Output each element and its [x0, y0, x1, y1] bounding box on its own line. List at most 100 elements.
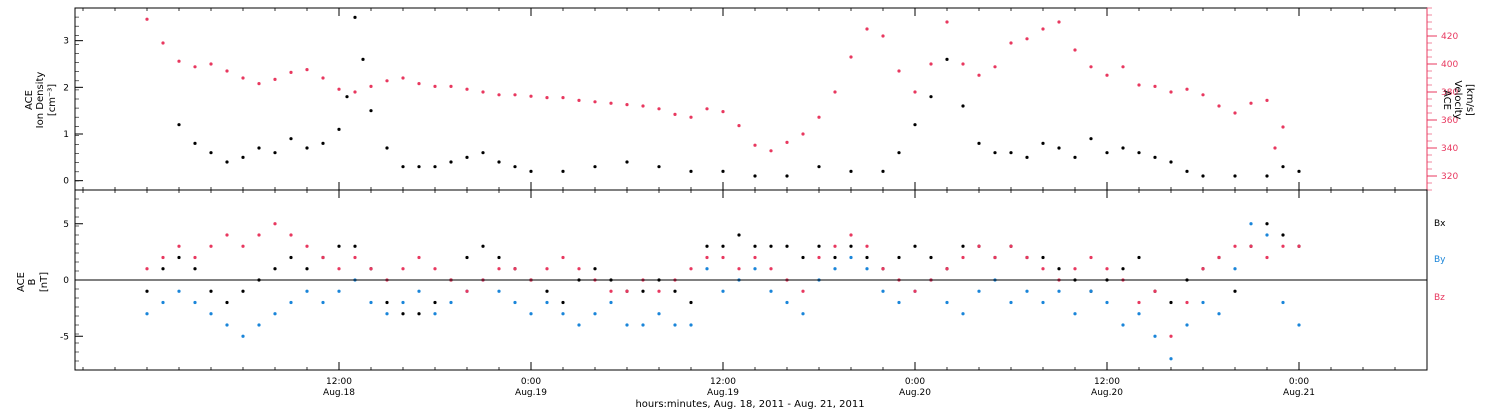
bz-point: [273, 222, 277, 226]
black-point: [1281, 165, 1285, 169]
bz-point: [177, 244, 181, 248]
bz-point: [1265, 255, 1269, 260]
bz-point: [657, 289, 661, 293]
black-point: [1105, 151, 1109, 155]
by-point: [865, 267, 869, 271]
bz-point: [289, 233, 293, 237]
by-point: [1041, 300, 1045, 305]
by-point: [1121, 323, 1125, 327]
black-point: [529, 169, 533, 173]
top-right-ylabel-line2: Velocity: [1452, 80, 1463, 119]
bz-point: [1281, 244, 1285, 248]
bx-point: [1169, 300, 1173, 305]
bx-point: [337, 244, 341, 248]
black-point: [1265, 174, 1269, 178]
bx-point: [385, 300, 389, 305]
black-point: [273, 151, 277, 155]
bz-point: [1025, 255, 1029, 260]
bx-point: [561, 300, 565, 305]
pink-point: [849, 55, 853, 59]
by-point: [545, 300, 549, 305]
bz-point: [1233, 244, 1237, 248]
bz-point: [401, 267, 405, 271]
by-point: [1185, 323, 1189, 327]
by-point: [625, 323, 629, 327]
black-point: [849, 169, 853, 173]
x-tick-date-label: Aug.20: [899, 388, 931, 398]
bx-point: [801, 255, 805, 260]
black-point: [385, 146, 389, 150]
pink-point: [1281, 125, 1285, 129]
pink-point: [273, 77, 277, 81]
black-point: [593, 165, 597, 169]
y-left-tick-label: 5: [63, 220, 69, 230]
black-point: [1233, 174, 1237, 178]
pink-point: [1265, 98, 1269, 102]
bx-point: [177, 255, 181, 260]
pink-point: [177, 59, 181, 63]
bx-point: [401, 312, 405, 316]
pink-point: [673, 112, 677, 116]
bz-point: [705, 255, 709, 260]
bx-point: [481, 244, 485, 248]
bx-point: [305, 267, 309, 271]
black-point: [881, 169, 885, 173]
bz-point: [881, 267, 885, 271]
pink-point: [1233, 111, 1237, 115]
bz-point: [305, 244, 309, 248]
pink-point: [305, 68, 309, 72]
bz-point: [561, 255, 565, 260]
bx-point: [1233, 289, 1237, 293]
bx-point: [225, 300, 229, 305]
by-point: [849, 255, 853, 260]
x-tick-date-label: Aug.19: [515, 388, 547, 398]
by-point: [1089, 289, 1093, 293]
pink-point: [433, 84, 437, 88]
black-point: [1201, 174, 1205, 178]
pink-point: [1217, 104, 1221, 108]
bx-point: [289, 255, 293, 260]
by-point: [945, 300, 949, 305]
bz-point: [145, 267, 149, 271]
by-point: [1201, 300, 1205, 305]
by-point: [1137, 312, 1141, 316]
bz-point: [417, 255, 421, 260]
black-point: [689, 169, 693, 173]
black-point: [193, 141, 197, 145]
black-point: [945, 57, 949, 61]
bz-point: [545, 267, 549, 271]
bz-point: [369, 267, 373, 271]
pink-point: [929, 62, 933, 66]
bz-point: [1041, 267, 1045, 271]
bz-point: [833, 244, 837, 248]
bz-point: [913, 289, 917, 293]
bz-point: [801, 289, 805, 293]
bz-point: [513, 267, 517, 271]
x-tick-date-label: Aug.18: [323, 388, 355, 398]
black-point: [625, 160, 629, 164]
by-point: [337, 289, 341, 293]
bz-point: [337, 267, 341, 271]
x-tick-time-label: 0:00: [521, 377, 541, 387]
bx-point: [961, 244, 965, 248]
bx-point: [833, 255, 837, 260]
black-point: [721, 169, 725, 173]
bx-point: [753, 244, 757, 248]
bz-point: [721, 255, 725, 260]
pink-point: [689, 115, 693, 119]
y-left-tick-label: 0: [63, 177, 69, 187]
x-tick-time-label: 12:00: [326, 377, 352, 387]
pink-point: [1169, 90, 1173, 94]
pink-point: [465, 87, 469, 91]
bz-point: [689, 267, 693, 271]
pink-point: [241, 76, 245, 80]
by-point: [769, 289, 773, 293]
pink-point: [385, 79, 389, 83]
bx-point: [849, 244, 853, 248]
by-point: [1249, 222, 1253, 226]
black-point: [929, 95, 933, 99]
pink-point: [449, 84, 453, 88]
by-point: [721, 289, 725, 293]
pink-point: [353, 90, 357, 94]
black-point: [345, 95, 349, 99]
